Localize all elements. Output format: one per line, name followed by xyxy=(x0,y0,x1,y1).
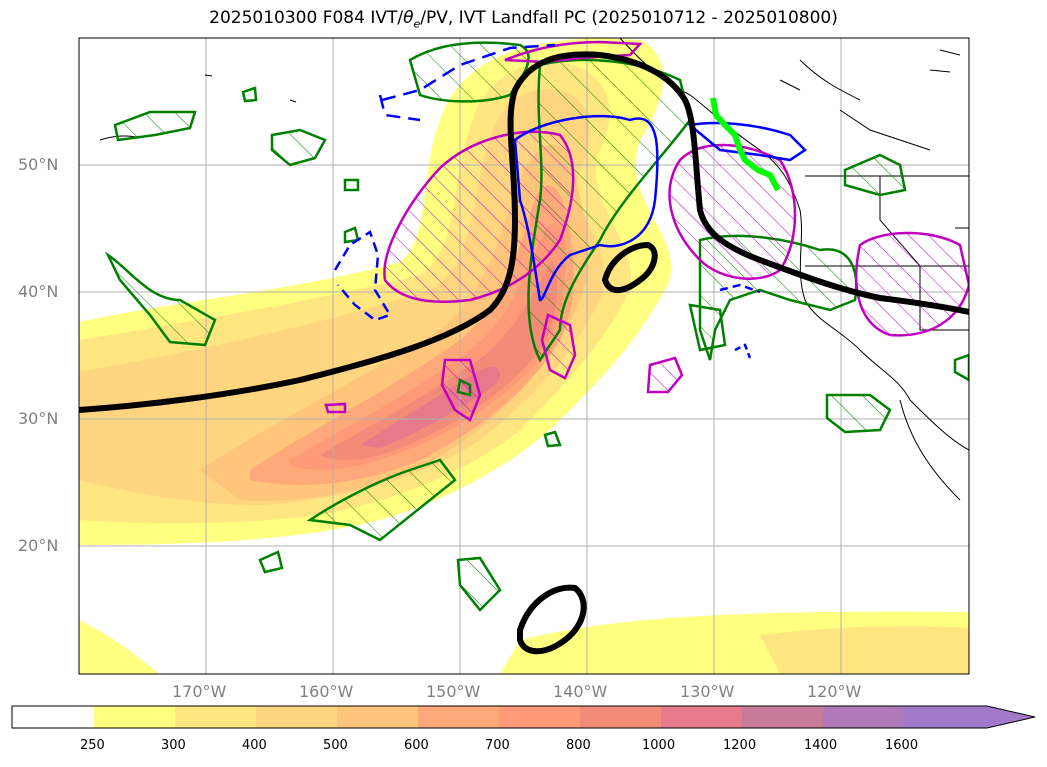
colorbar-tick-700: 700 xyxy=(485,738,510,753)
colorbar-tick-250: 250 xyxy=(80,738,105,753)
lon-label-160w: 160°W xyxy=(299,682,354,701)
map-frame xyxy=(78,37,970,675)
lat-label-30n: 30°N xyxy=(18,409,59,428)
pv-positive-contours xyxy=(324,40,969,422)
map-title: 2025010300 F084 IVT/θe/PV, IVT Landfall … xyxy=(209,8,838,31)
lon-label-150w: 150°W xyxy=(426,682,481,701)
lon-label-170w: 170°W xyxy=(172,682,227,701)
colorbar-tick-1600: 1600 xyxy=(885,738,919,753)
colorbar-tick-500: 500 xyxy=(323,738,348,753)
colorbar-tick-800: 800 xyxy=(566,738,591,753)
lat-label-50n: 50°N xyxy=(18,155,59,174)
colorbar-tick-1000: 1000 xyxy=(642,738,676,753)
lat-label-20n: 20°N xyxy=(18,536,59,555)
colorbar-tick-1400: 1400 xyxy=(804,738,838,753)
pv-negative-contours xyxy=(333,43,807,359)
ivt-pc-contours xyxy=(79,51,969,655)
lon-label-140w: 140°W xyxy=(553,682,608,701)
colorbar-tick-1200: 1200 xyxy=(723,738,757,753)
colorbar-tick-600: 600 xyxy=(404,738,429,753)
colorbar-tick-300: 300 xyxy=(161,738,186,753)
colorbar-tick-400: 400 xyxy=(242,738,267,753)
lon-label-130w: 130°W xyxy=(680,682,735,701)
colorbar xyxy=(11,705,1036,729)
lat-label-40n: 40°N xyxy=(18,282,59,301)
landfall-markers xyxy=(710,97,781,192)
lon-label-120w: 120°W xyxy=(807,682,862,701)
